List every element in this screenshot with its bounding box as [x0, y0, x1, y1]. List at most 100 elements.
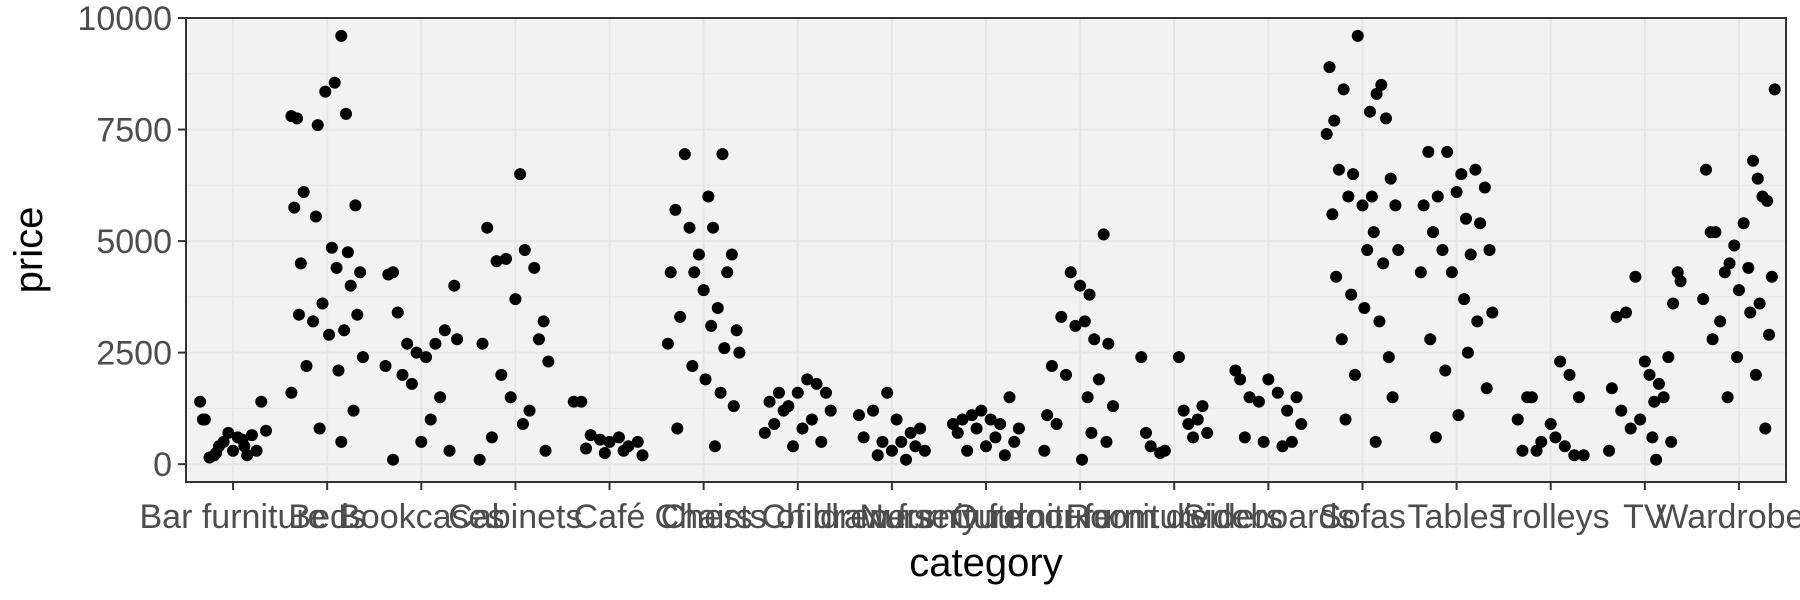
data-point — [319, 85, 332, 98]
data-point — [528, 261, 541, 274]
data-point — [1172, 351, 1185, 364]
data-point — [500, 252, 512, 265]
data-point — [292, 308, 305, 321]
data-point — [1243, 391, 1256, 404]
data-point — [1238, 431, 1251, 444]
data-point — [1177, 404, 1190, 417]
series-points — [285, 29, 369, 448]
data-point — [516, 418, 529, 430]
x-tick-label: Outdoor furniture — [952, 498, 1209, 536]
data-point — [1643, 368, 1656, 381]
data-point — [1516, 444, 1529, 457]
data-point — [598, 447, 611, 459]
data-point — [805, 413, 818, 426]
data-point — [1568, 449, 1581, 462]
series-points — [852, 386, 931, 466]
data-point — [340, 107, 352, 120]
data-point — [1140, 426, 1152, 439]
data-point — [867, 404, 880, 417]
data-point — [356, 351, 369, 364]
data-point — [1544, 418, 1557, 430]
data-point — [975, 404, 988, 417]
data-point — [1045, 360, 1058, 372]
data-point — [697, 284, 710, 297]
data-point — [617, 444, 630, 457]
data-point — [391, 306, 404, 319]
data-point — [575, 395, 588, 408]
data-point — [1763, 328, 1776, 341]
x-tick-label: Tables — [1407, 498, 1505, 536]
data-point — [1074, 279, 1087, 292]
data-point — [1436, 244, 1449, 256]
data-point — [951, 426, 964, 439]
data-point — [1389, 199, 1402, 212]
data-point — [1744, 306, 1757, 319]
x-tick-label: Children furniture — [761, 498, 1022, 536]
data-point — [1328, 114, 1341, 127]
data-point — [683, 221, 696, 234]
series-points — [1229, 364, 1308, 453]
x-tick-label: Chests of drawers — [661, 498, 935, 536]
data-point — [1092, 373, 1105, 386]
data-point — [448, 279, 461, 292]
data-point — [335, 29, 348, 42]
data-point — [871, 449, 884, 462]
data-point — [688, 266, 701, 279]
data-point — [1187, 431, 1200, 444]
data-point — [1429, 431, 1442, 444]
data-point — [1558, 440, 1571, 453]
data-point — [1427, 226, 1440, 239]
data-point — [1369, 435, 1382, 448]
x-tick-label: Wardrobes — [1656, 498, 1800, 536]
x-tick-label: Chairs — [655, 498, 753, 536]
data-point — [692, 248, 705, 261]
data-point — [580, 442, 592, 455]
data-point — [1662, 351, 1675, 364]
data-point — [1358, 302, 1371, 314]
data-point — [250, 444, 263, 457]
data-point — [1445, 266, 1458, 279]
data-point — [401, 337, 414, 350]
data-point — [1474, 217, 1487, 230]
x-tick-label: Café — [574, 498, 646, 536]
data-point — [1081, 391, 1094, 404]
data-point — [1076, 453, 1088, 466]
data-point — [1723, 257, 1736, 270]
data-point — [1252, 395, 1265, 408]
data-point — [509, 293, 522, 306]
data-point — [1615, 404, 1628, 417]
x-axis-title: category — [909, 541, 1062, 585]
data-point — [1375, 78, 1388, 91]
data-point — [820, 386, 832, 399]
series-points — [567, 395, 649, 462]
data-point — [476, 337, 489, 350]
data-point — [984, 413, 997, 426]
data-point — [1732, 284, 1745, 297]
data-point — [434, 391, 447, 404]
data-point — [1704, 226, 1717, 239]
data-point — [768, 418, 781, 430]
x-tick-label: Cabinets — [448, 498, 582, 536]
data-point — [451, 333, 464, 346]
data-point — [490, 255, 503, 268]
data-point — [1295, 418, 1308, 430]
data-point — [1097, 228, 1110, 241]
data-point — [612, 431, 625, 444]
data-point — [1751, 172, 1764, 185]
data-point — [1478, 181, 1491, 194]
data-point — [217, 435, 230, 448]
data-point — [801, 373, 814, 386]
data-point — [594, 433, 607, 446]
data-point — [1603, 444, 1616, 457]
data-point — [584, 429, 597, 442]
data-point — [1759, 422, 1772, 435]
data-point — [758, 426, 771, 439]
data-point — [420, 351, 432, 364]
data-point — [410, 346, 423, 359]
data-point — [300, 360, 313, 372]
data-point — [1742, 261, 1755, 274]
series-points — [379, 266, 464, 466]
data-point — [1486, 306, 1499, 319]
data-point — [661, 337, 674, 350]
data-point — [1382, 351, 1395, 364]
